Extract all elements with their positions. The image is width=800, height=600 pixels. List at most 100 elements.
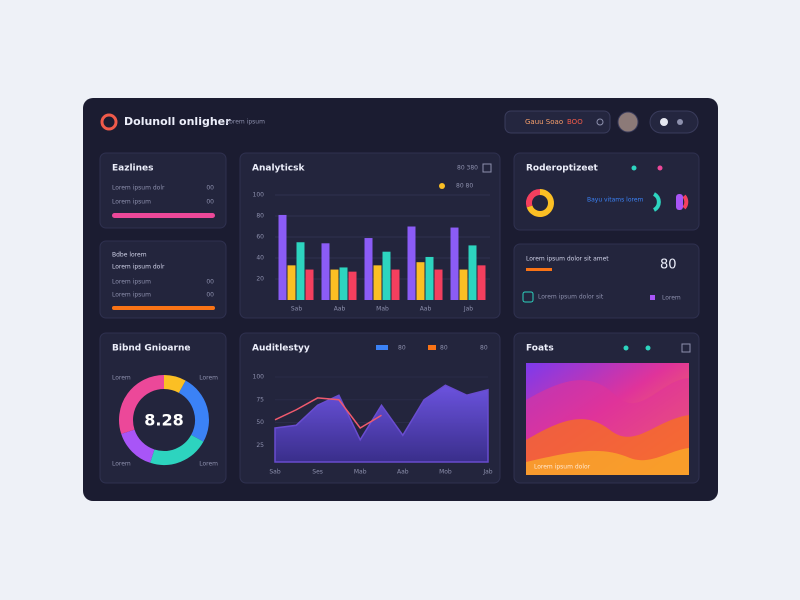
panel-title: Foats	[526, 344, 554, 354]
x-tick-label: Ses	[312, 469, 323, 476]
heat-band	[526, 448, 689, 475]
heat-footer: Lorem ipsum dolor	[534, 464, 591, 471]
bar	[373, 265, 382, 300]
donut-label: Lorem	[112, 461, 131, 468]
ring-text: Bayu vitams lorem	[587, 197, 644, 204]
donut-segment	[526, 189, 554, 217]
bar	[416, 262, 425, 300]
panel-title: Bdbe lorem	[112, 252, 147, 259]
panel	[99, 240, 227, 319]
donut-segment	[526, 189, 541, 208]
legend-text: 80	[480, 345, 488, 352]
row-label: Lorem ipsum	[112, 199, 151, 206]
bar	[364, 238, 373, 300]
area	[274, 384, 489, 463]
icon[interactable]	[677, 119, 683, 125]
bar	[459, 269, 468, 300]
legend-dot	[657, 165, 663, 171]
bar	[321, 243, 330, 300]
bar	[330, 269, 339, 300]
bar	[296, 242, 305, 300]
bar	[382, 251, 391, 300]
bar	[305, 269, 314, 300]
search-box[interactable]	[504, 110, 611, 134]
donut-label: Lorem	[199, 375, 218, 382]
y-tick-label: 50	[256, 419, 264, 426]
search-badge: BOO	[567, 118, 583, 126]
bar	[434, 269, 443, 300]
panel-title: Eazlines	[112, 164, 154, 174]
y-tick-label: 100	[253, 374, 265, 381]
bar	[348, 271, 357, 300]
icon-group[interactable]	[649, 110, 699, 134]
donut-segment	[150, 434, 204, 465]
row-value: 00	[206, 292, 214, 299]
donut-segment	[178, 380, 209, 442]
legend-dot	[631, 165, 637, 171]
row-label: Lorem ipsum dolr	[112, 185, 165, 192]
x-tick-label: Mab	[376, 306, 389, 313]
app-title: Dolunoll onligher	[124, 115, 231, 128]
bar	[425, 256, 434, 300]
legend-swatch	[428, 345, 436, 350]
icon	[522, 291, 534, 303]
legend-swatch	[376, 345, 388, 350]
bar	[339, 267, 348, 300]
decor-ring	[676, 194, 683, 210]
x-tick-label: Mob	[439, 469, 452, 476]
donut-label: Lorem	[199, 461, 218, 468]
donut-segment	[119, 375, 165, 434]
y-tick-label: 60	[256, 234, 264, 241]
badge-dot	[650, 295, 655, 300]
bar	[407, 226, 416, 300]
decor-ring	[652, 192, 661, 212]
x-tick-label: Aab	[334, 306, 346, 313]
bar	[450, 227, 459, 300]
row-label: Lorem ipsum	[112, 279, 151, 286]
legend-text: 80	[398, 345, 406, 352]
x-tick-label: Mab	[354, 469, 367, 476]
donut-segment	[163, 375, 186, 394]
panel-title: Lorem ipsum dolor sit amet	[526, 256, 609, 263]
logo	[100, 113, 118, 131]
legend-dot	[623, 345, 629, 351]
x-tick-label: Jab	[463, 306, 473, 313]
icon[interactable]	[660, 118, 668, 126]
panel-subtitle: Lorem ipsum dolr	[112, 264, 165, 271]
app-subtitle: Lorem ipsum	[226, 119, 265, 126]
bar	[278, 214, 287, 300]
y-tick-label: 100	[253, 192, 265, 199]
progress-bar	[112, 306, 215, 310]
row-label: Lorem ipsum	[112, 292, 151, 299]
big-value: 80	[660, 258, 677, 273]
legend-dot	[439, 183, 445, 189]
panel	[513, 152, 700, 231]
decor-ring	[682, 194, 689, 210]
row-value: 00	[206, 199, 214, 206]
search-icon[interactable]	[596, 118, 604, 126]
icon[interactable]	[681, 343, 691, 353]
y-tick-label: 25	[256, 442, 264, 449]
avatar[interactable]	[617, 111, 639, 133]
row-text: Lorem ipsum dolor sit	[538, 294, 604, 301]
icon[interactable]	[482, 163, 492, 173]
x-tick-label: Jab	[482, 469, 492, 476]
legend-text: 80	[440, 345, 448, 352]
x-tick-label: Sab	[269, 469, 280, 476]
progress-bar	[112, 213, 215, 218]
legend-dot	[645, 345, 651, 351]
bar	[477, 265, 486, 300]
panel-title: Auditlestyy	[252, 344, 310, 354]
progress-bar	[526, 268, 552, 271]
donut-label: Lorem	[112, 375, 131, 382]
row-value: 00	[206, 185, 214, 192]
panel-title: Bibnd Gnioarne	[112, 344, 190, 354]
line	[274, 397, 382, 429]
donut-center: 8.28	[144, 411, 183, 430]
x-tick-label: Aab	[420, 306, 432, 313]
panel-title: Analyticsk	[252, 164, 305, 174]
y-tick-label: 80	[256, 213, 264, 220]
y-tick-label: 75	[256, 396, 264, 403]
donut-segment	[121, 429, 155, 463]
